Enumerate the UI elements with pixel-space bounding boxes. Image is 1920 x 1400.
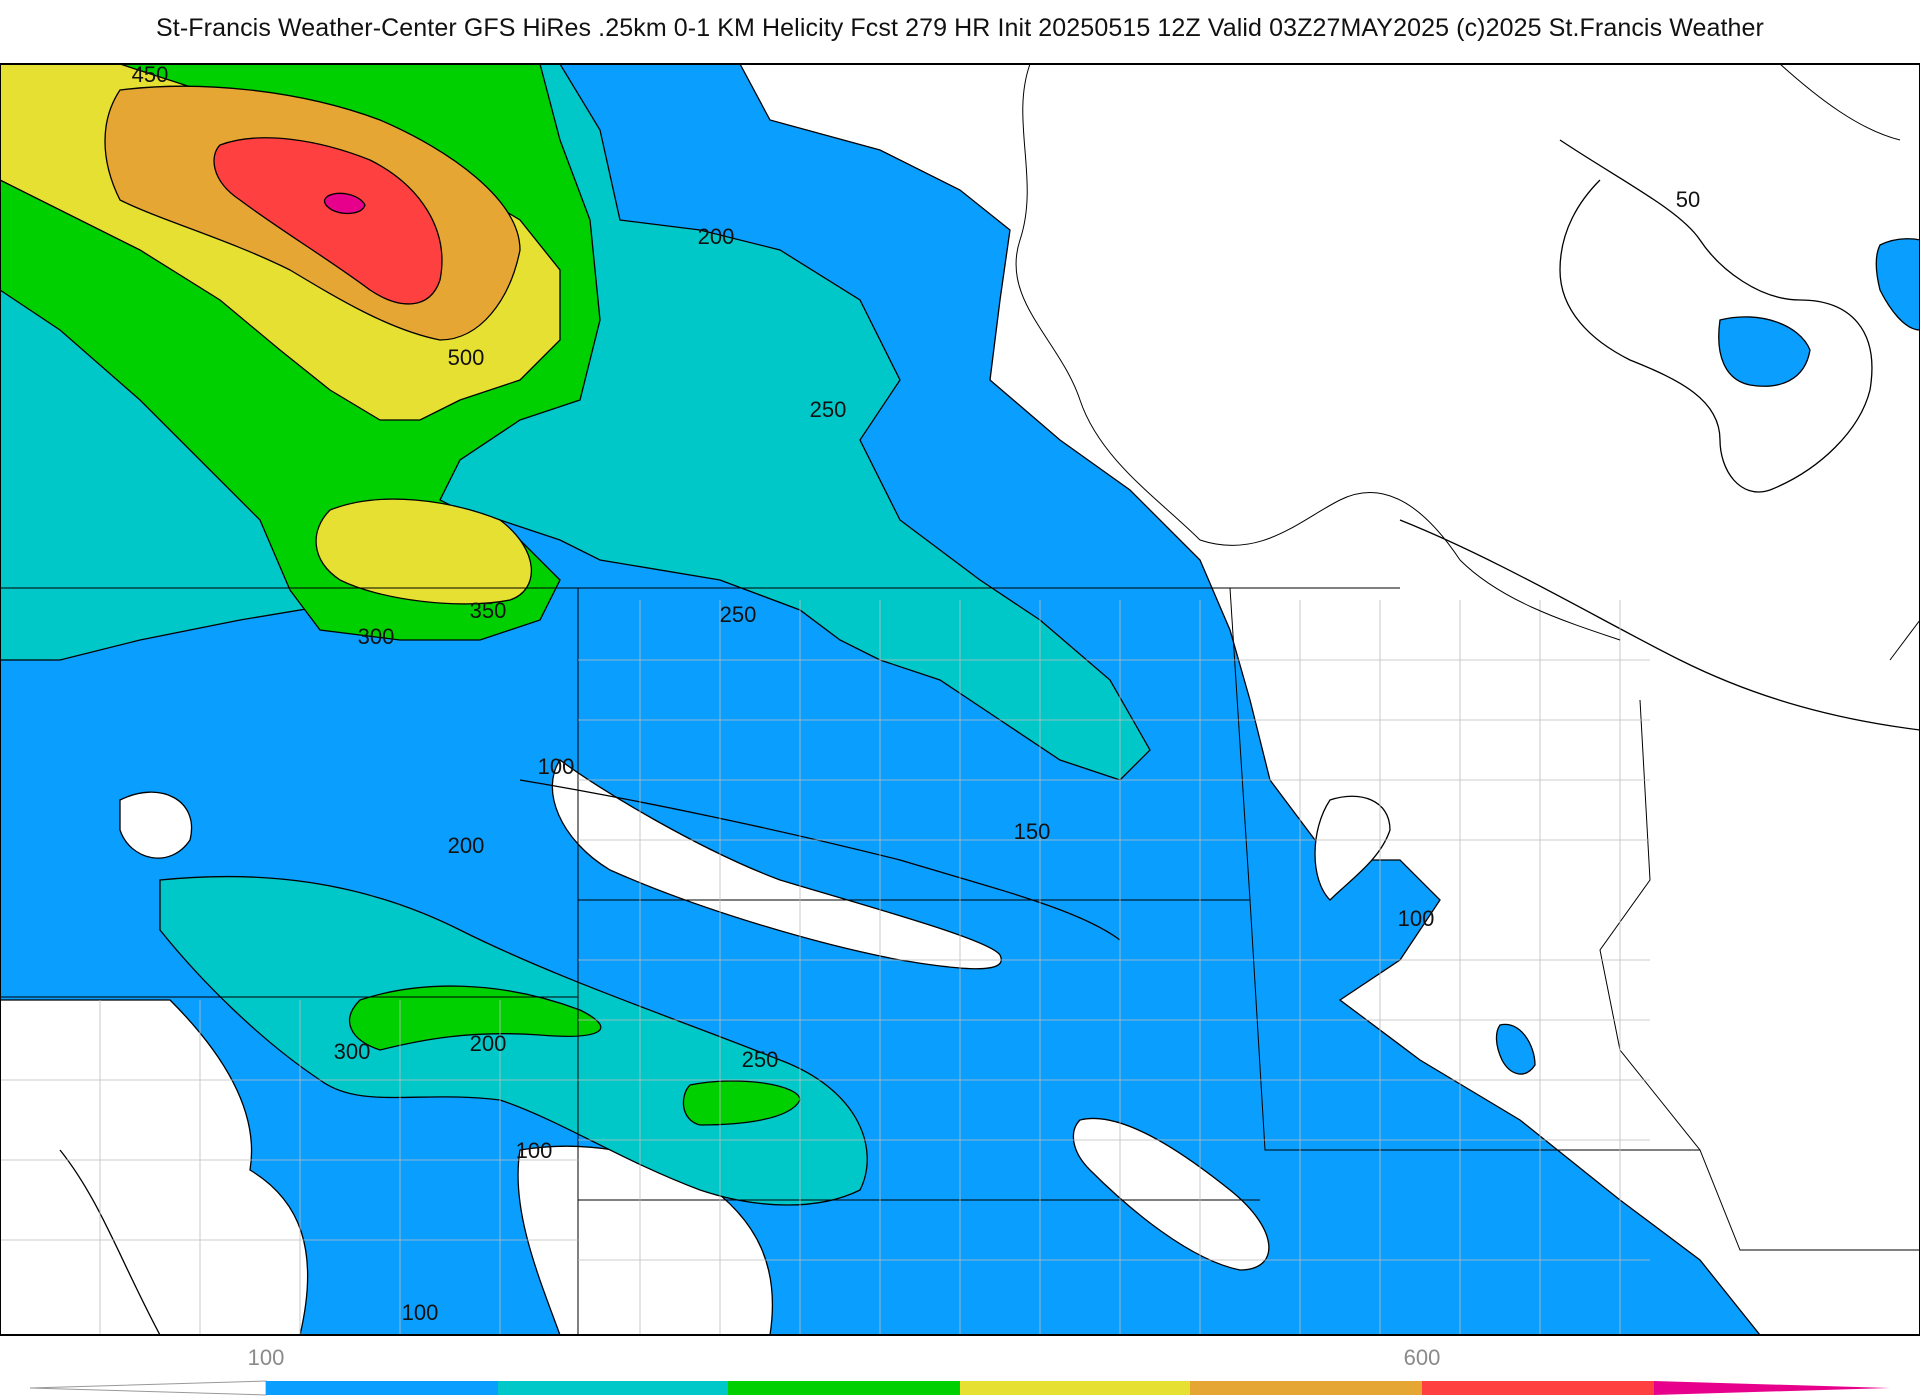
colorbar-high-arrow [1654,1381,1890,1395]
contour-label: 200 [448,833,485,858]
contour-label: 250 [720,602,757,627]
colorbar-swatch [960,1381,1190,1395]
contour-label: 200 [470,1031,507,1056]
coastline [1015,64,1621,641]
contour-label: 500 [448,345,485,370]
colorbar-swatch [728,1381,960,1395]
county-lines [0,600,1650,1335]
contour-label: 100 [516,1138,553,1163]
colorbar-swatch [266,1381,498,1395]
contour-label: 250 [742,1047,779,1072]
contour-label: 100 [538,754,575,779]
fill-550 [213,137,443,305]
fill-100-ne-3 [1495,1023,1536,1075]
colorbar-tick: 600 [1404,1345,1441,1370]
contour-label: 200 [698,224,735,249]
contour-label: 250 [810,397,847,422]
contour-label: 100 [1398,906,1435,931]
fill-below-100-f [1314,795,1391,901]
fill-below-100-c [0,999,309,1335]
contour-100-sw [59,1149,161,1335]
contour-label: 450 [132,62,169,87]
fill-below-100-e [1072,1117,1270,1271]
borders [0,64,1920,1335]
fill-350-south [315,498,532,605]
fill-below-100-a [551,759,1002,970]
contour-50-b [1399,519,1920,731]
border-ne [1889,619,1920,661]
border-river [1599,699,1701,1151]
contour-label: 300 [358,624,395,649]
contour-label: 350 [470,598,507,623]
colorbar: 100 600 [29,1345,1890,1396]
contour-label: 300 [334,1039,371,1064]
colorbar-swatch [1422,1381,1654,1395]
fill-100-ne-2 [1875,238,1920,331]
colorbar-tick: 100 [248,1345,285,1370]
contour-label: 50 [1676,187,1700,212]
fill-250-south [349,985,602,1051]
colorbar-low-arrow [29,1380,267,1396]
contour-150 [519,779,1121,941]
contour-lines [59,139,1920,1335]
border-state-dakotas [1229,587,1251,901]
fill-below-100-g [119,791,193,859]
fill-650 [323,192,366,215]
coastline-ne [1779,64,1901,141]
fill-250-blob [682,1080,801,1126]
map-frame [0,63,1920,1336]
contour-50 [1559,139,1873,493]
colorbar-swatch [1190,1381,1422,1395]
map-title: St-Francis Weather-Center GFS HiRes .25k… [156,14,1764,42]
colorbar-swatch [498,1381,728,1395]
contour-label: 100 [402,1300,439,1325]
fill-100-ne-1 [1718,316,1811,387]
contour-labels: 450 500 200 250 250 350 300 100 150 200 … [132,62,1701,1325]
fill-150-south [159,875,868,1206]
contour-label: 150 [1014,819,1051,844]
